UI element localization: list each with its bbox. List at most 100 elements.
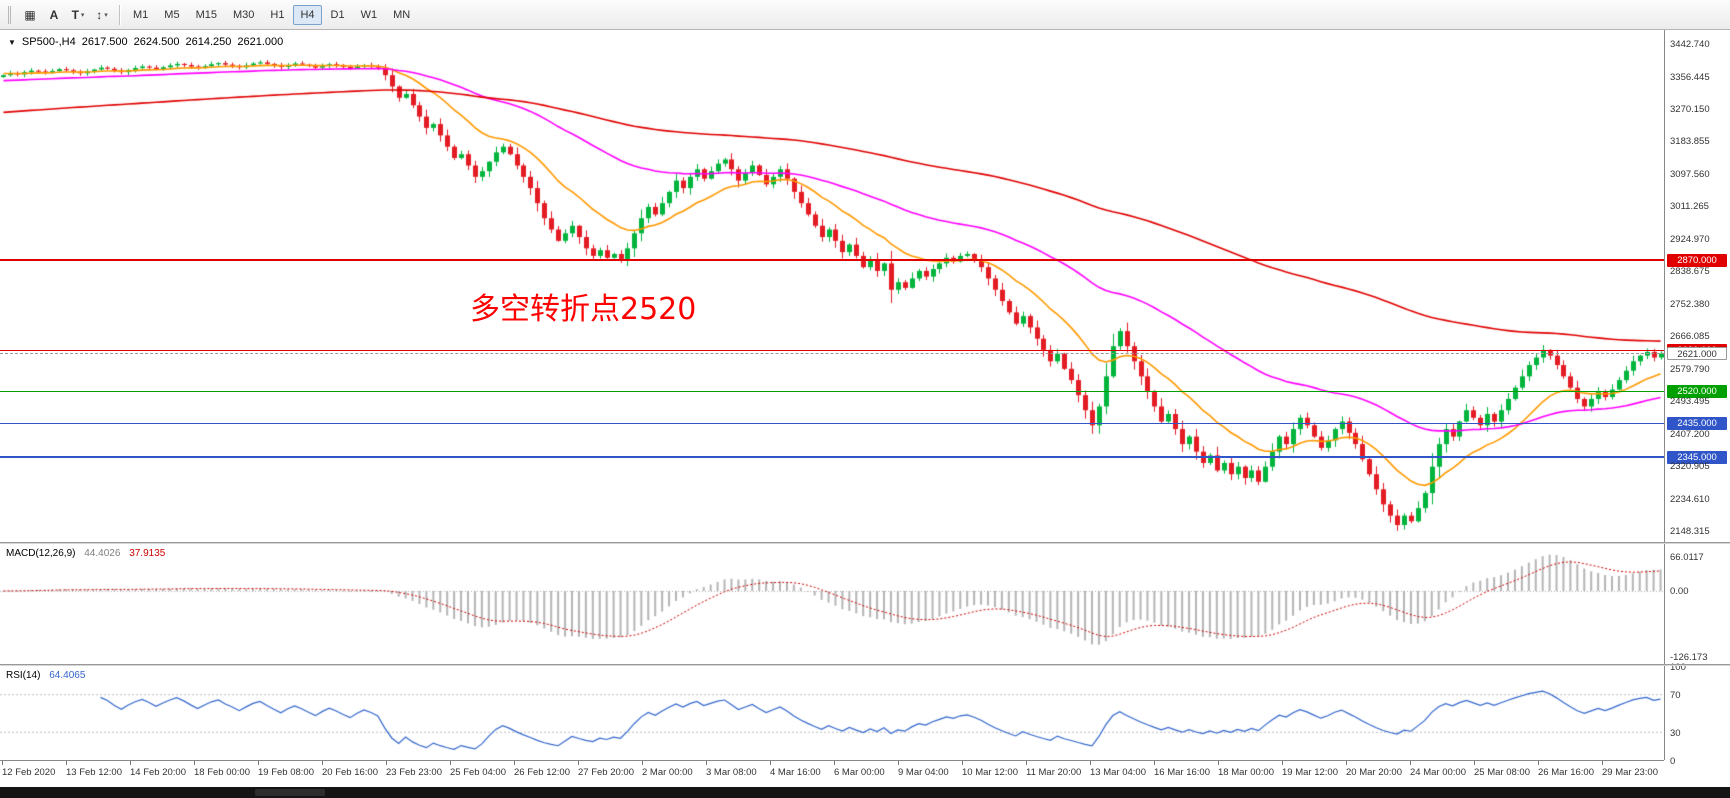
time-axis-tick	[1538, 761, 1539, 765]
time-axis-tick	[1154, 761, 1155, 765]
time-axis-tick	[450, 761, 451, 765]
chart-layout-icon[interactable]: ▦	[24, 7, 36, 22]
timeframe-button-h1[interactable]: H1	[270, 8, 285, 21]
time-axis-label: 13 Mar 04:00	[1090, 767, 1146, 778]
horizontal-level-line-2630[interactable]	[0, 349, 1664, 351]
top-toolbar: ▦ A T ▾ ↕ ▾ M1 M5 M15 M30 H1 H4 D1 W1 MN	[0, 0, 1730, 30]
time-axis-label: 18 Mar 00:00	[1218, 767, 1274, 778]
timeframe-button-mn[interactable]: MN	[393, 8, 411, 21]
time-axis-tick	[962, 761, 963, 765]
panel-splitter[interactable]	[0, 664, 1730, 666]
time-axis-tick	[322, 761, 323, 765]
rsi-label: RSI(14) 64.4065	[6, 670, 85, 681]
price-axis-label: 2838.675	[1670, 266, 1710, 278]
time-axis-tick	[1282, 761, 1283, 765]
price-axis-label: 2234.610	[1670, 493, 1710, 505]
price-tag-2520: 2520.000	[1667, 385, 1727, 399]
time-axis-label: 18 Feb 00:00	[194, 767, 250, 778]
time-axis-tick	[1602, 761, 1603, 765]
time-axis-label: 9 Mar 04:00	[898, 767, 949, 778]
rsi-scale-label: 100	[1670, 662, 1686, 673]
price-axis-label: 3356.445	[1670, 71, 1710, 83]
time-axis-tick	[1218, 761, 1219, 765]
timeframe-toolbar: M1 M5 M15 M30 H1 H4 D1 W1 MN	[125, 4, 418, 25]
symbol-timeframe-label: SP500-,H4	[21, 36, 76, 48]
time-axis-tick	[514, 761, 515, 765]
time-axis-tick	[1410, 761, 1411, 765]
time-axis-label: 3 Mar 08:00	[706, 767, 757, 778]
macd-indicator-canvas[interactable]	[0, 544, 1664, 664]
price-axis-label: 3097.560	[1670, 168, 1710, 180]
ohlc-open: 2617.500	[81, 36, 128, 48]
chevron-down-icon: ▾	[104, 11, 108, 19]
price-scale[interactable]: 2870.0002630.0002621.0002520.0002435.000…	[1664, 30, 1730, 767]
ohlc-high: 2624.500	[133, 36, 180, 48]
time-axis-label: 26 Mar 16:00	[1538, 767, 1594, 778]
current-price-line[interactable]	[0, 352, 1664, 354]
rsi-scale-label: 30	[1670, 727, 1681, 739]
panel-splitter[interactable]	[0, 542, 1730, 544]
price-axis-label: 3011.265	[1670, 201, 1709, 213]
time-axis-tick	[258, 761, 259, 765]
horizontal-level-line-2520[interactable]	[0, 390, 1664, 392]
text-tool-button[interactable]: A	[49, 7, 59, 22]
time-axis-tick	[194, 761, 195, 765]
horizontal-level-line-2435[interactable]	[0, 422, 1664, 424]
macd-signal-value: 37.9135	[129, 548, 166, 559]
macd-name: MACD(12,26,9)	[6, 548, 76, 559]
time-axis-label: 27 Feb 20:00	[578, 767, 634, 778]
rsi-indicator-canvas[interactable]	[0, 666, 1664, 760]
timeframe-button-m30[interactable]: M30	[232, 8, 255, 21]
macd-scale-label: 0.00	[1670, 585, 1689, 597]
time-axis-tick	[898, 761, 899, 765]
rsi-scale-label: 70	[1670, 690, 1681, 702]
timeframe-button-m1[interactable]: M1	[133, 8, 149, 21]
time-axis-label: 23 Feb 23:00	[386, 767, 442, 778]
price-axis-label: 2493.495	[1670, 396, 1710, 408]
chart-overlay	[0, 30, 1664, 542]
time-axis-label: 11 Mar 20:00	[1026, 767, 1082, 778]
time-axis-label: 10 Mar 12:00	[962, 767, 1018, 778]
time-axis-tick	[386, 761, 387, 765]
toolbar-separator	[119, 4, 120, 25]
time-axis-label: 20 Mar 20:00	[1346, 767, 1402, 778]
macd-label: MACD(12,26,9) 44.4026 37.9135	[6, 548, 165, 559]
rsi-scale-label: 0	[1670, 756, 1676, 767]
horizontal-level-line-2345[interactable]	[0, 456, 1664, 459]
time-axis-label: 13 Feb 12:00	[66, 767, 122, 778]
timeframe-button-d1[interactable]: D1	[330, 8, 345, 21]
time-axis-label: 20 Feb 16:00	[322, 767, 378, 778]
ohlc-low: 2614.250	[185, 36, 232, 48]
macd-scale-label: -126.173	[1670, 651, 1708, 663]
price-axis-label: 2320.905	[1670, 461, 1710, 473]
horizontal-level-line-2870[interactable]	[0, 258, 1664, 261]
chevron-down-icon: ▾	[80, 11, 85, 19]
price-tag-2870: 2870.000	[1667, 253, 1727, 267]
rsi-name: RSI(14)	[6, 670, 41, 681]
time-axis-label: 19 Mar 12:00	[1282, 767, 1338, 778]
time-axis-tick	[2, 761, 3, 765]
time-axis-tick	[1346, 761, 1347, 765]
timeframe-button-h4[interactable]: H4	[293, 4, 322, 25]
timeframe-button-m15[interactable]: M15	[195, 8, 217, 21]
windows-taskbar[interactable]	[0, 787, 1730, 798]
timeframe-button-w1[interactable]: W1	[360, 8, 378, 21]
time-axis[interactable]: 12 Feb 2020 13 Feb 12:00 14 Feb 20:00 18 Fe…	[0, 760, 1664, 782]
font-tool-button[interactable]: T ▾	[71, 7, 85, 22]
time-axis-label: 12 Feb 2020	[2, 767, 56, 778]
price-tag-2435: 2435.000	[1667, 417, 1727, 431]
price-axis-label: 2752.380	[1670, 298, 1710, 310]
time-axis-tick	[1090, 761, 1091, 765]
timeframe-button-m5[interactable]: M5	[164, 8, 180, 21]
time-axis-tick	[1474, 761, 1475, 765]
arrows-tool-button[interactable]: ↕ ▾	[96, 7, 108, 22]
toolbar-grip[interactable]	[8, 5, 14, 24]
time-axis-tick	[1026, 761, 1027, 765]
time-axis-label: 25 Mar 08:00	[1474, 767, 1530, 778]
price-axis-label: 3442.740	[1670, 39, 1710, 51]
price-axis-label: 2407.200	[1670, 428, 1710, 440]
macd-scale-label: 66.0117	[1670, 551, 1704, 563]
time-axis-label: 26 Feb 12:00	[514, 767, 570, 778]
time-axis-tick	[770, 761, 771, 765]
collapse-triangle-icon[interactable]: ▼	[8, 37, 16, 47]
